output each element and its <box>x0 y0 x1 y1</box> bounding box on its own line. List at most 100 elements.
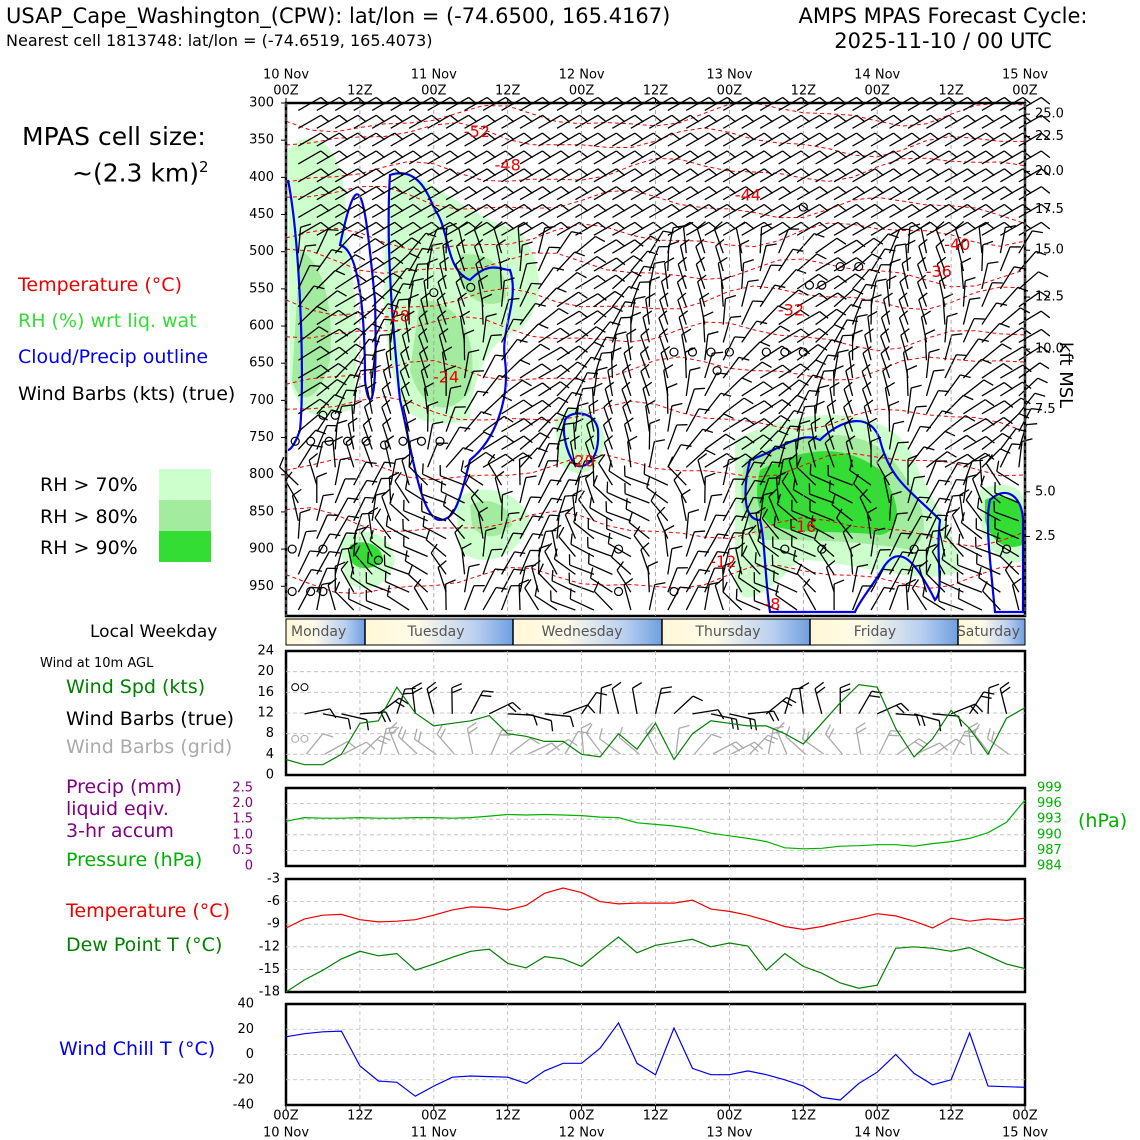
wind-barb-610 <box>685 114 718 129</box>
wind-barb-220 <box>423 382 435 414</box>
wind-barb-1150-flag <box>1026 423 1038 426</box>
wind-barb-606 <box>667 545 683 575</box>
wind-barb-685-staff <box>722 417 746 433</box>
wind-barb-429-flag <box>564 494 576 497</box>
wind-barb-499-flag <box>634 203 644 212</box>
wind-barb-905-flag <box>893 203 903 212</box>
wind-barb-581-flag <box>689 114 700 123</box>
wind-barb-373-flag <box>532 533 544 536</box>
wind-barb-871-flag <box>874 114 884 123</box>
wind-barb-774-flag <box>785 440 797 443</box>
wind-barb-716-staff <box>741 450 763 468</box>
wind-barb-289-staff <box>463 585 475 611</box>
surface-calm-0 <box>291 683 300 692</box>
wind-barb-678-flag <box>721 275 732 282</box>
calm-circle-28 <box>306 586 316 597</box>
wind-barb-108 <box>353 461 377 486</box>
wind-barb-814 <box>815 132 847 147</box>
wind-barb-968-flag <box>899 274 909 283</box>
wind-barb-329-flag <box>499 257 511 264</box>
wind-barb-259-staff <box>437 567 447 593</box>
surface-barb-grid-54-staff <box>599 738 621 755</box>
wind-barb-633-staff <box>685 512 690 539</box>
wind-barb-596 <box>663 364 674 397</box>
wind-barb-5-flag <box>320 186 330 194</box>
surface-barb-grid-12-flag <box>376 738 388 745</box>
surface-barb-true-81-staff <box>784 688 794 715</box>
windchill-ytick-0: 40 <box>237 997 254 1012</box>
wind-barb-875-flag <box>874 186 884 194</box>
wind-barb-44 <box>316 363 348 379</box>
wind-barb-381-flag <box>560 168 570 176</box>
wind-barb-1137-staff <box>1018 203 1042 219</box>
wind-barb-904-staff <box>870 186 894 201</box>
wind-barb-842-flag <box>856 114 866 123</box>
wind-barb-494-flag <box>634 114 644 123</box>
wind-barb-394 <box>538 396 569 415</box>
wind-barb-498-staff <box>612 186 636 201</box>
wind-barb-691-staff <box>722 515 737 539</box>
wind-barb-990-flag <box>948 168 958 176</box>
surface-barb-true-96 <box>876 702 910 715</box>
wind-barb-661-staff <box>704 495 713 522</box>
wind-barb-848-staff <box>833 221 857 236</box>
wind-barb-489-flag <box>570 533 573 545</box>
bottom-tick-date-2: 11 Nov <box>411 1126 457 1140</box>
wind-barb-626 <box>685 387 706 414</box>
surface-barb-true-24-flag <box>427 686 438 695</box>
wind-barb-668 <box>722 114 755 129</box>
wind-barb-989 <box>926 150 958 165</box>
wind-barb-469-flag <box>616 186 626 194</box>
wind-barb-621-staff <box>677 299 687 325</box>
wind-barb-32-flag <box>338 150 349 159</box>
wind-barb-1063-staff <box>963 435 987 451</box>
wind-barb-300-flag <box>475 256 485 265</box>
wind-barb-930 <box>889 132 921 147</box>
wind-barb-974 <box>907 384 922 414</box>
wind-barb-286 <box>454 524 466 557</box>
wind-barb-47-staff <box>316 409 332 432</box>
wind-barb-139-staff <box>371 494 377 521</box>
surface-barb-true-39-staff <box>526 713 552 722</box>
wind-barb-661-flag <box>711 493 723 497</box>
wind-barb-318-flag <box>495 586 507 590</box>
wind-barb-808 <box>772 536 798 558</box>
calm-circle-20 <box>804 280 815 290</box>
wind-barb-121-flag <box>394 186 404 194</box>
wind-barb-137-staff <box>371 461 385 486</box>
wind-barb-229 <box>404 550 428 575</box>
wind-barb-336-flag <box>523 399 533 407</box>
wind-barb-1127-staff <box>975 547 1001 558</box>
wind-barb-436-staff <box>575 114 599 129</box>
wind-barb-482 <box>588 399 599 432</box>
wind-barb-13-flag <box>318 326 329 333</box>
wind-barb-61 <box>334 150 367 165</box>
wind-barb-200-staff <box>384 564 410 575</box>
wind-barb-440-staff <box>575 186 599 201</box>
wind-barb-177 <box>408 150 441 165</box>
wind-barb-1132-flag <box>1040 114 1051 123</box>
wind-barb-440-flag <box>597 186 607 194</box>
wind-barb-149 <box>390 168 423 183</box>
wind-barb-26-flag <box>309 550 321 553</box>
wind-barb-1019-staff <box>944 168 968 183</box>
wind-barb-138 <box>371 477 392 504</box>
wind-barb-943-staff <box>880 353 891 379</box>
wind-barb-1100-flag <box>956 572 959 583</box>
wind-barb-104 <box>353 384 367 414</box>
surface-barb-true-30 <box>470 690 494 715</box>
wind-barb-142-flag <box>354 544 361 556</box>
wind-barb-195 <box>401 453 411 486</box>
wind-barb-1144-flag <box>1040 328 1051 337</box>
wind-barb-488 <box>573 511 595 540</box>
wind-barb-157-flag <box>398 298 410 301</box>
wind-barb-72-flag <box>355 343 366 351</box>
wind-barb-433 <box>538 563 558 593</box>
wind-barb-1153-staff <box>994 492 1020 504</box>
legend-temperature-sfc: Temperature (°C) <box>66 900 230 922</box>
wind-barb-747-flag <box>768 477 780 480</box>
wind-barb-843 <box>833 132 866 147</box>
wind-barb-276 <box>463 349 480 379</box>
wind-barb-397-staff <box>537 443 550 468</box>
wind-barb-846-flag <box>856 186 866 194</box>
